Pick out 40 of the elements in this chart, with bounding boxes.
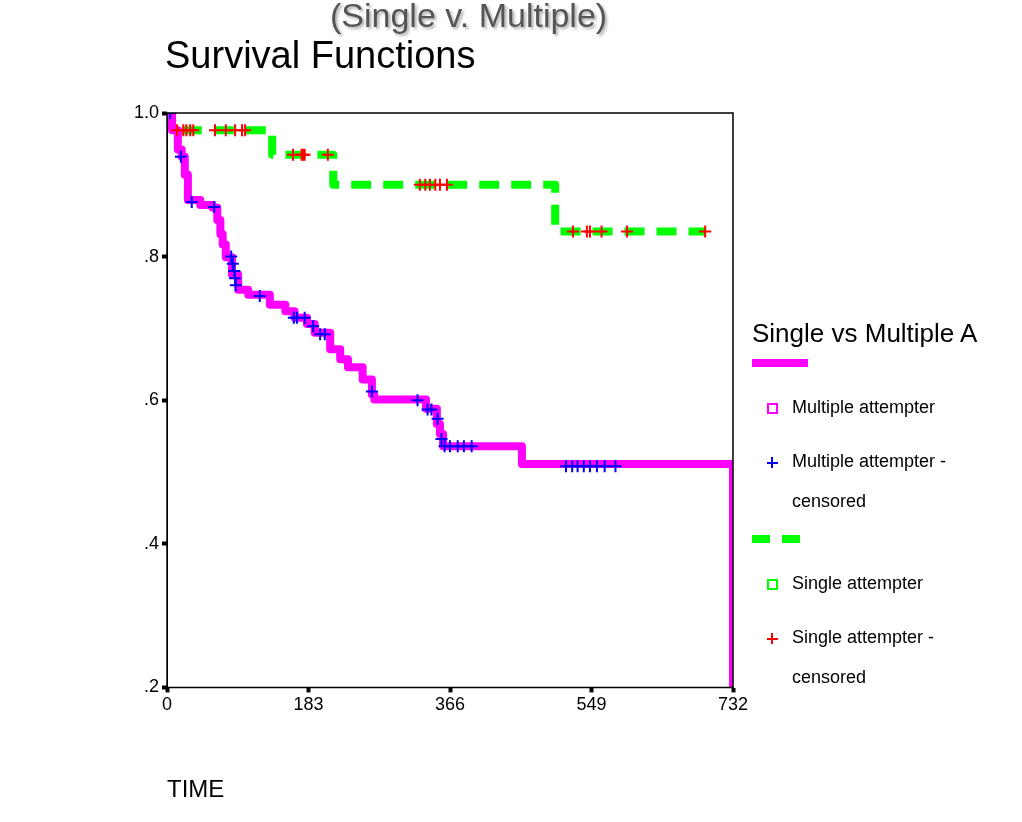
chart-title: Survival Functions — [165, 34, 476, 77]
point — [207, 200, 222, 215]
text: (Single v. Multiple) — [330, 0, 608, 35]
x-tick-label: 732 — [717, 694, 749, 715]
x-tick-label: 366 — [434, 694, 466, 715]
point — [608, 459, 623, 474]
point — [464, 439, 479, 454]
x-tick-label: 549 — [576, 694, 607, 715]
point — [597, 459, 612, 474]
point — [320, 147, 335, 162]
legend-label: Multiple attempter — [792, 396, 937, 419]
y-tick-label: .2 — [144, 676, 160, 697]
legend-title: Single vs Multiple A — [752, 318, 979, 349]
x-tick-label: 183 — [293, 694, 324, 715]
y-tick-label: .4 — [144, 532, 160, 553]
x-axis-title: TIME — [167, 775, 225, 803]
legend-label: Multiple attempter -censored — [792, 450, 948, 513]
y-tick-label: .6 — [144, 389, 160, 410]
y-tick-label: .8 — [144, 245, 160, 266]
point — [184, 195, 199, 210]
point — [594, 224, 609, 239]
point — [364, 384, 379, 399]
point — [620, 224, 635, 239]
y-tick-label: 1.0 — [133, 101, 160, 122]
point — [224, 249, 239, 264]
point — [207, 123, 222, 138]
point — [228, 271, 243, 286]
point — [410, 393, 425, 408]
point — [173, 149, 188, 164]
legend-label: Single attempter -censored — [792, 626, 936, 689]
point — [439, 177, 454, 192]
point — [317, 327, 332, 342]
x-tick-label: 0 — [162, 694, 173, 715]
point — [225, 256, 240, 271]
point — [227, 263, 242, 278]
point — [228, 278, 243, 293]
point — [698, 224, 713, 239]
legend-label: Single attempter — [792, 572, 925, 595]
point — [565, 224, 580, 239]
point — [252, 289, 267, 304]
